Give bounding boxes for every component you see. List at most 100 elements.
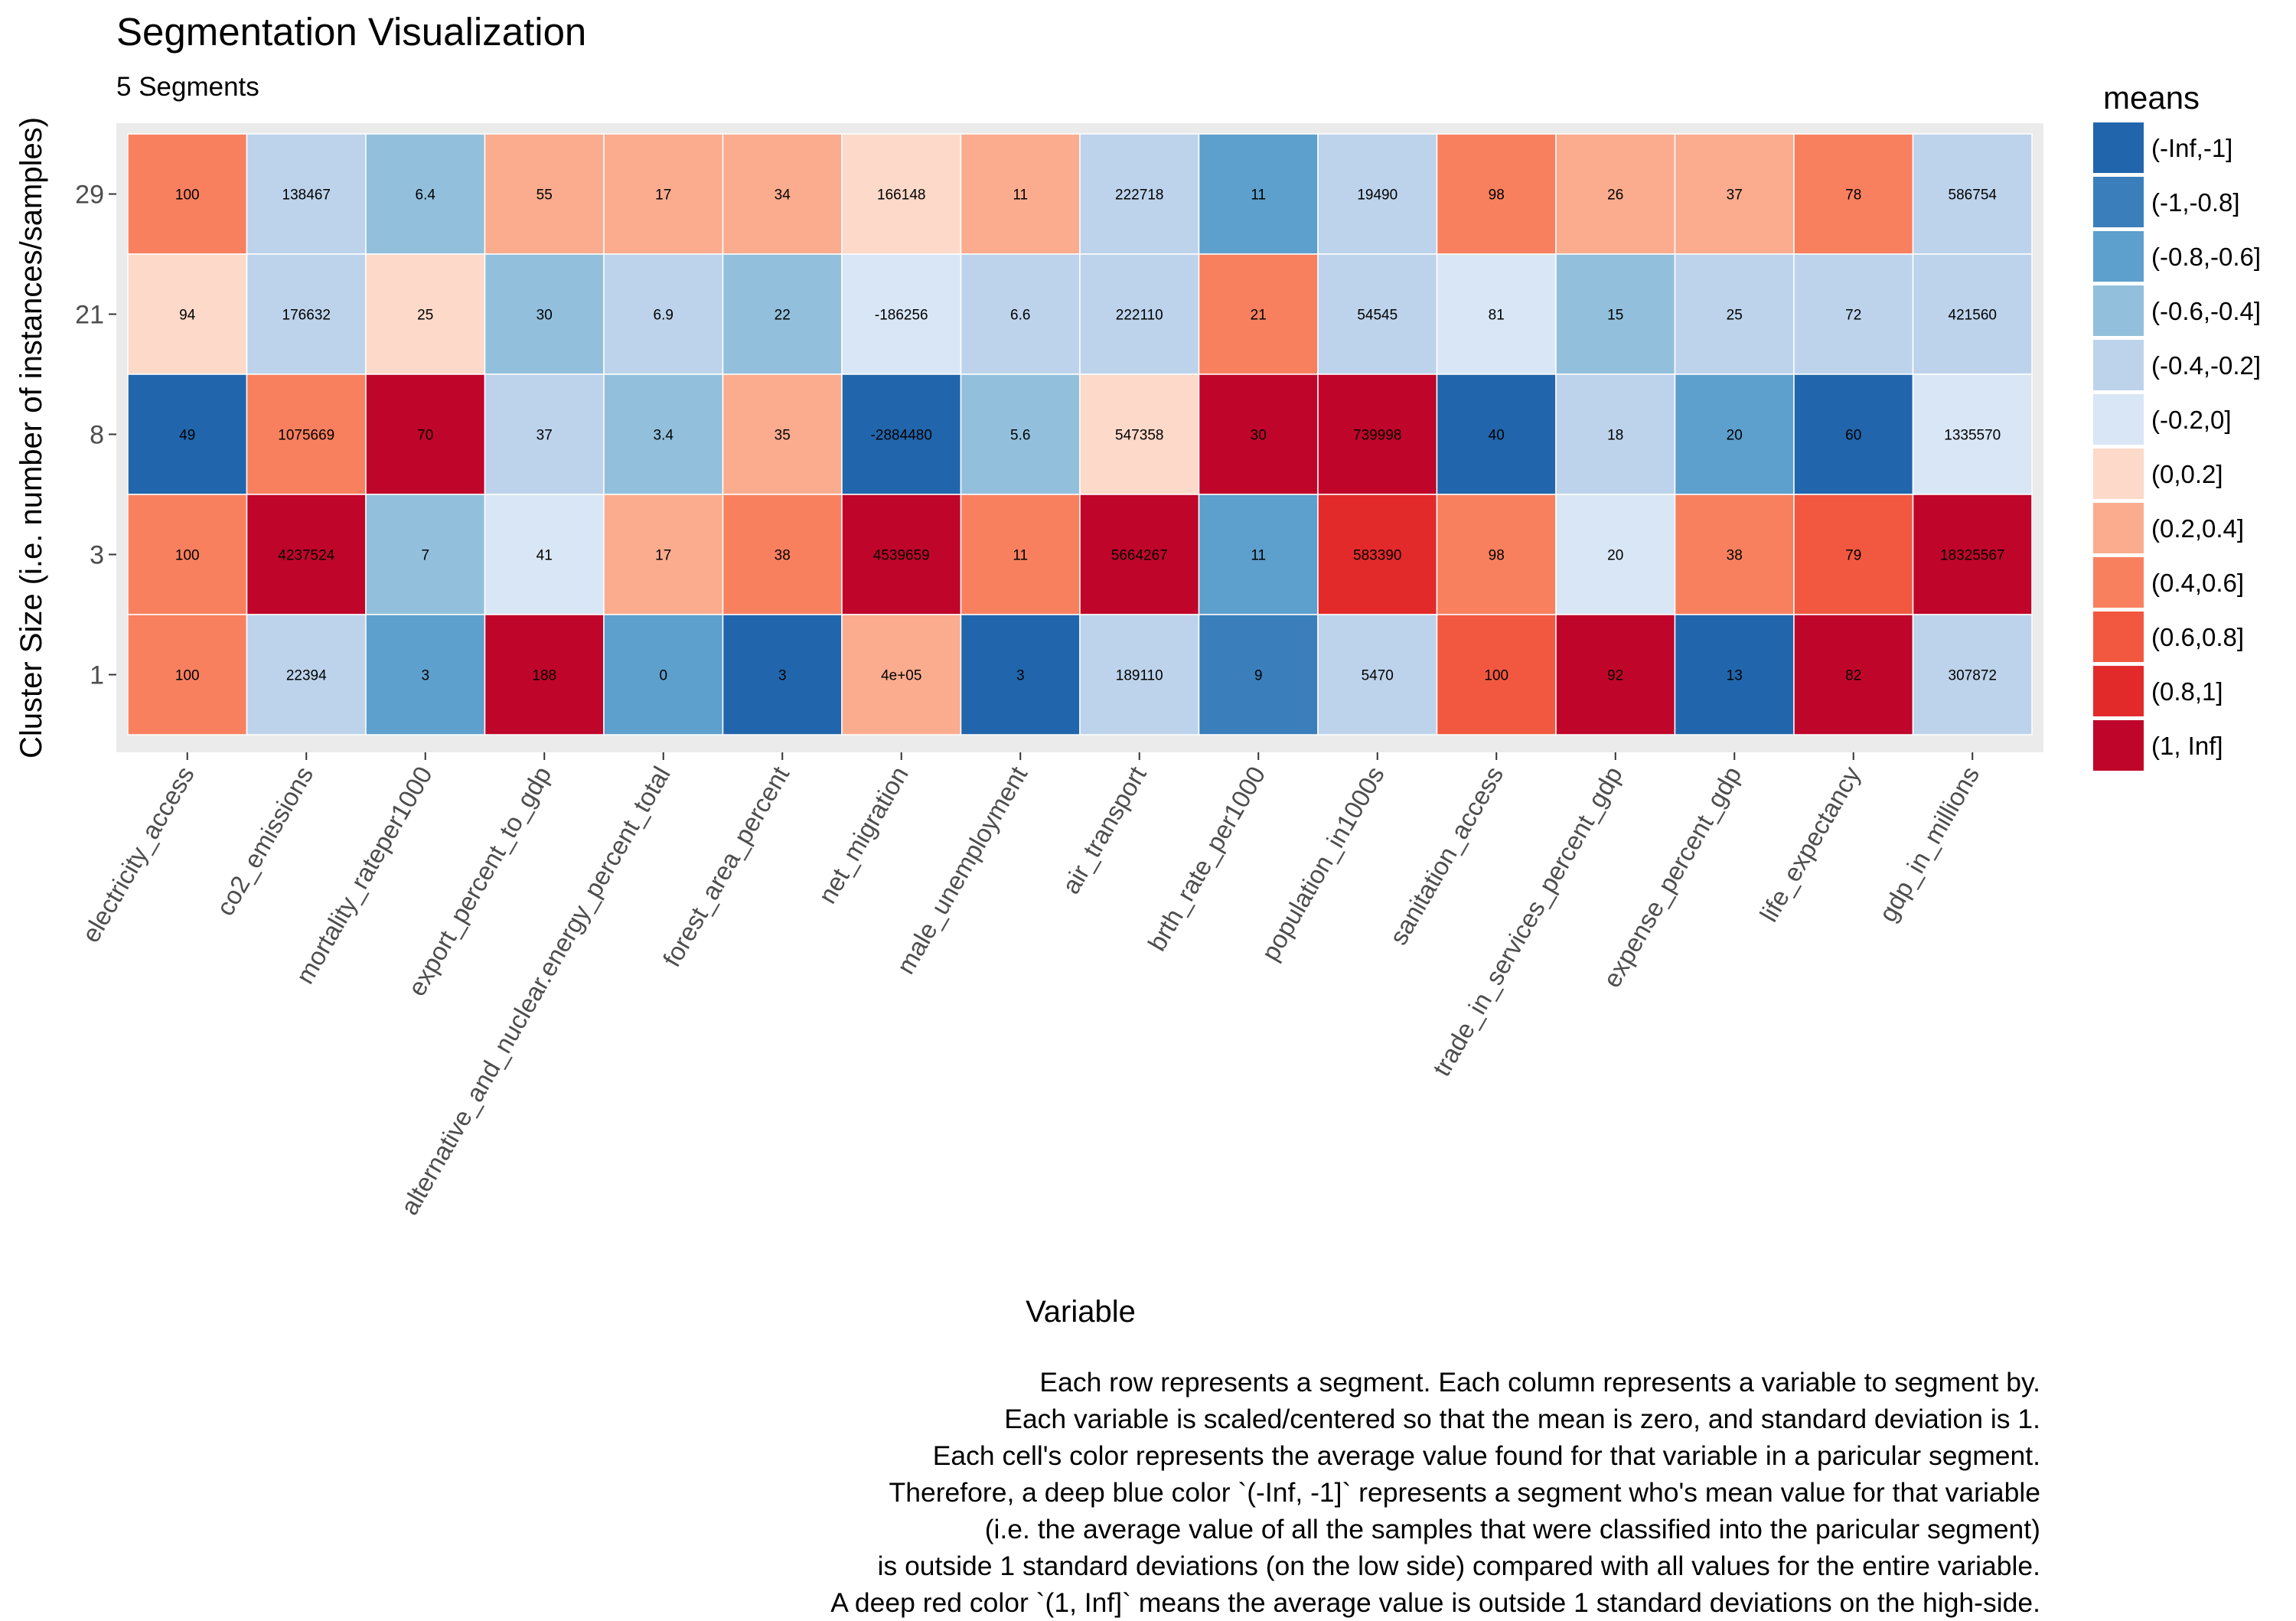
- cell-value-label: 40: [1489, 428, 1505, 444]
- legend-label: (-1,-0.8]: [2151, 188, 2240, 217]
- legend-label: (-Inf,-1]: [2151, 134, 2232, 162]
- heatmap-cell: [1555, 614, 1676, 735]
- heatmap-cell: [1317, 614, 1438, 735]
- heatmap-cell: [1674, 614, 1795, 735]
- heatmap-cell: [1555, 494, 1676, 615]
- x-tick-label: net_migration: [813, 762, 914, 908]
- heatmap-cell: [127, 373, 248, 495]
- heatmap-cell: [1793, 614, 1914, 735]
- heatmap-cell: [365, 614, 486, 735]
- legend-label: (-0.8,-0.6]: [2151, 243, 2261, 271]
- cell-value-label: 5470: [1362, 668, 1394, 684]
- cell-value-label: 98: [1489, 188, 1505, 204]
- heatmap-cell: [1198, 133, 1319, 255]
- cell-value-label: 5.6: [1010, 428, 1030, 444]
- y-tick-label: 8: [90, 421, 104, 450]
- heatmap-cell: [1198, 253, 1319, 375]
- legend-swatch: [2093, 122, 2144, 173]
- heatmap-cell: [841, 253, 962, 375]
- cell-value-label: 41: [536, 548, 553, 564]
- x-tick-label: co2_emissions: [210, 762, 318, 921]
- cell-value-label: 138467: [282, 188, 331, 204]
- cell-value-label: 17: [655, 188, 671, 204]
- legend-label: (0.8,1]: [2151, 677, 2223, 706]
- legend-swatch: [2093, 231, 2144, 282]
- cell-value-label: 1335570: [1944, 428, 2001, 444]
- cell-value-label: 222110: [1116, 308, 1163, 324]
- cell-value-label: 100: [175, 548, 200, 564]
- cell-value-label: 166148: [877, 188, 925, 204]
- cell-value-label: 35: [775, 428, 791, 444]
- x-tick-label: expense_percent_gdp: [1597, 762, 1746, 992]
- cell-value-label: 586754: [1949, 188, 1998, 204]
- heatmap-cell: [484, 614, 605, 735]
- cell-value-label: 11: [1251, 188, 1266, 204]
- legend-label: (-0.4,-0.2]: [2151, 351, 2261, 380]
- heatmap-cell: [1912, 494, 2033, 615]
- cell-value-label: -2884480: [871, 428, 932, 444]
- cell-value-label: 3: [421, 668, 429, 684]
- cell-value-label: 4539659: [873, 548, 930, 564]
- heatmap-cell: [1555, 373, 1676, 495]
- chart-caption: Each row represents a segment. Each colu…: [280, 1364, 2040, 1621]
- cell-value-label: 98: [1489, 548, 1505, 564]
- legend-label: (0,0.2]: [2151, 460, 2223, 488]
- cell-value-label: 18: [1607, 428, 1623, 444]
- heatmap-cell: [365, 253, 486, 375]
- legend: (-Inf,-1] (-1,-0.8] (-0.8,-0.6] (-0.6,-0.4]…: [2093, 122, 2261, 771]
- cell-value-label: 6.6: [1010, 308, 1030, 324]
- heatmap-cell: [960, 133, 1081, 255]
- cell-value-label: 3.4: [654, 428, 674, 444]
- heatmap-cell: [1912, 614, 2033, 735]
- cell-value-label: 70: [417, 428, 433, 444]
- heatmap-cell: [1079, 494, 1200, 615]
- cell-value-label: 6.9: [654, 308, 673, 324]
- legend-swatch: [2093, 340, 2144, 390]
- heatmap-cell: [722, 614, 843, 735]
- heatmap-cell: [1436, 253, 1557, 375]
- cell-value-label: 60: [1845, 428, 1861, 444]
- cell-value-label: 188: [532, 668, 556, 684]
- cell-value-label: 21: [1251, 308, 1267, 324]
- cell-value-label: 4e+05: [881, 668, 921, 684]
- cell-value-label: -186256: [875, 308, 928, 324]
- heatmap-cell: [1079, 614, 1200, 735]
- legend-label: (0.6,0.8]: [2151, 623, 2244, 651]
- heatmap-cell: [484, 373, 605, 495]
- heatmap-cell: [1674, 373, 1795, 495]
- cell-value-label: 25: [1727, 308, 1743, 324]
- y-tick-label: 3: [90, 541, 104, 570]
- y-tick-label: 29: [75, 181, 104, 210]
- cell-value-label: 19490: [1357, 188, 1397, 204]
- cell-value-label: 4237524: [278, 548, 334, 564]
- heatmap-cell: [1912, 133, 2033, 255]
- cell-value-label: 583390: [1353, 548, 1401, 564]
- heatmap-cell: [603, 253, 724, 375]
- cell-value-label: 11: [1251, 548, 1266, 564]
- cell-value-label: 34: [775, 188, 791, 204]
- legend-label: (0.4,0.6]: [2151, 569, 2244, 597]
- legend-swatch: [2093, 394, 2144, 445]
- cell-value-label: 9: [1254, 668, 1263, 684]
- x-tick-label: electricity_access: [76, 762, 199, 947]
- heatmap-cell: [1317, 494, 1438, 615]
- caption-line: Each cell's color represents the average…: [932, 1440, 2040, 1471]
- caption-line: Each row represents a segment. Each colu…: [1039, 1367, 2040, 1398]
- heatmap-cell: [841, 494, 962, 615]
- x-tick-label: sanitation_access: [1384, 762, 1508, 950]
- heatmap-cell: [1317, 133, 1438, 255]
- cell-value-label: 739998: [1353, 428, 1401, 444]
- cell-value-label: 37: [1727, 188, 1743, 204]
- x-tick-label: life_expectancy: [1754, 762, 1866, 927]
- heatmap-cell: [1793, 133, 1914, 255]
- heatmap-cell: [365, 494, 486, 615]
- cell-value-label: 81: [1489, 308, 1505, 324]
- legend-label: (1, Inf]: [2151, 732, 2223, 760]
- cell-value-label: 82: [1845, 668, 1861, 684]
- x-tick-label: male_unemployment: [891, 762, 1032, 979]
- heatmap-cell: [1198, 614, 1319, 735]
- legend-swatch: [2093, 666, 2144, 716]
- heatmap-cell: [1079, 133, 1200, 255]
- cell-value-label: 3: [778, 668, 787, 684]
- legend-swatch: [2093, 177, 2144, 227]
